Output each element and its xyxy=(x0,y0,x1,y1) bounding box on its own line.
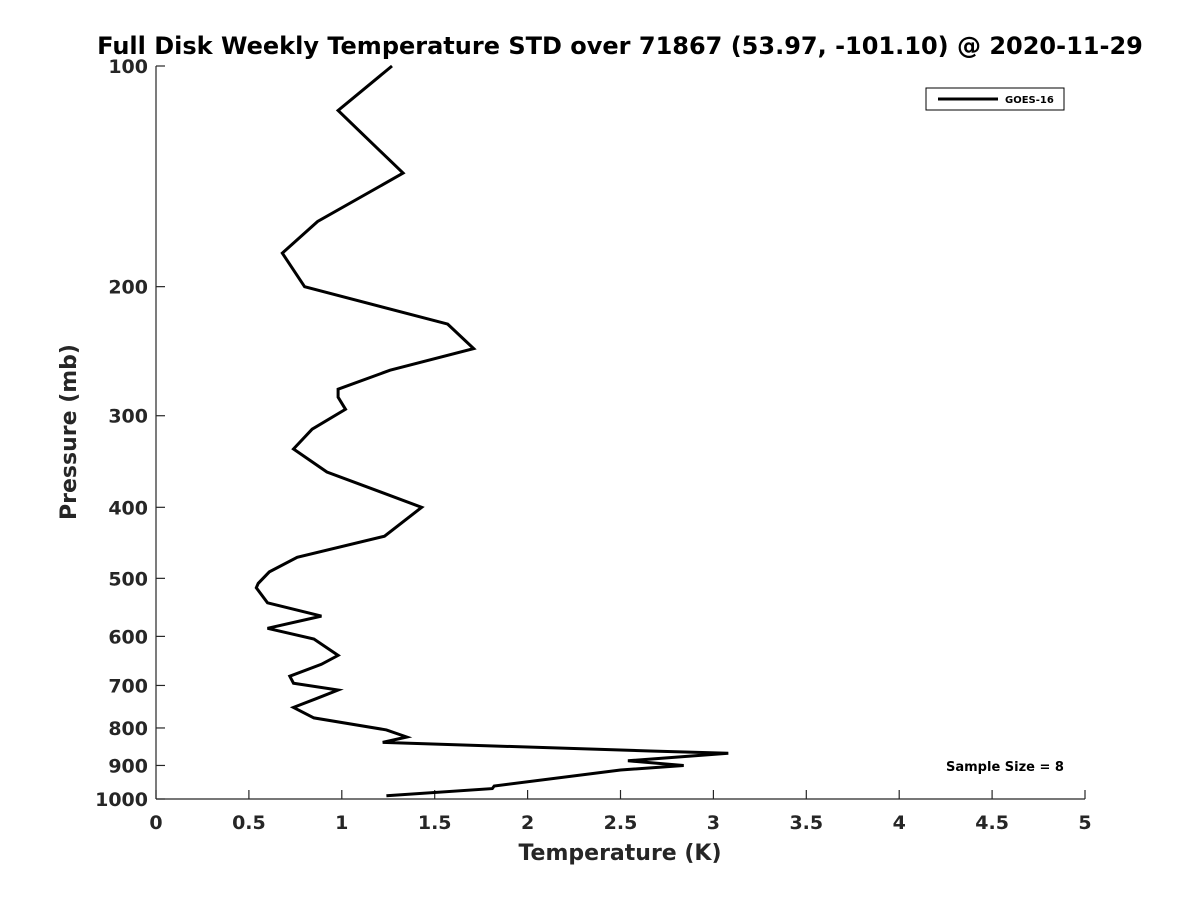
y-tick-label: 400 xyxy=(108,497,148,519)
x-tick-label: 4.5 xyxy=(975,812,1009,834)
x-axis-label: Temperature (K) xyxy=(518,841,721,866)
x-tick-label: 1.5 xyxy=(418,812,452,834)
x-ticks: 0 0.5 1 1.5 2 2.5 3 3.5 4 4.5 5 xyxy=(149,790,1092,834)
y-tick-label: 1000 xyxy=(95,789,148,811)
sample-size-annotation: Sample Size = 8 xyxy=(946,760,1064,775)
legend: GOES-16 xyxy=(925,87,1065,111)
x-tick-label: 5 xyxy=(1078,812,1091,834)
plot-area: 0 0.5 1 1.5 2 2.5 3 3.5 4 4.5 5 100 200 300 400 500 600… xyxy=(95,56,1092,834)
y-tick-label: 900 xyxy=(108,755,148,777)
y-axis-label: Pressure (mb) xyxy=(57,344,82,520)
y-tick-label: 500 xyxy=(108,568,148,590)
y-ticks: 100 200 300 400 500 600 700 800 900 1000 xyxy=(95,56,165,811)
legend-label-goes-16: GOES-16 xyxy=(1005,95,1054,106)
chart-title: Full Disk Weekly Temperature STD over 71… xyxy=(97,32,1143,60)
series-layer xyxy=(254,64,729,798)
x-tick-label: 2.5 xyxy=(604,812,638,834)
x-tick-label: 1 xyxy=(335,812,348,834)
x-tick-label: 3 xyxy=(707,812,720,834)
x-tick-label: 4 xyxy=(893,812,906,834)
x-tick-label: 3.5 xyxy=(789,812,823,834)
y-tick-label: 200 xyxy=(108,277,148,299)
x-tick-label: 0.5 xyxy=(232,812,266,834)
y-tick-label: 600 xyxy=(108,626,148,648)
y-tick-label: 800 xyxy=(108,718,148,740)
y-tick-label: 700 xyxy=(108,675,148,697)
series-line-goes-16 xyxy=(254,64,729,798)
x-tick-label: 2 xyxy=(521,812,534,834)
y-tick-label: 300 xyxy=(108,406,148,428)
x-tick-label: 0 xyxy=(149,812,162,834)
y-tick-label: 100 xyxy=(108,56,148,78)
